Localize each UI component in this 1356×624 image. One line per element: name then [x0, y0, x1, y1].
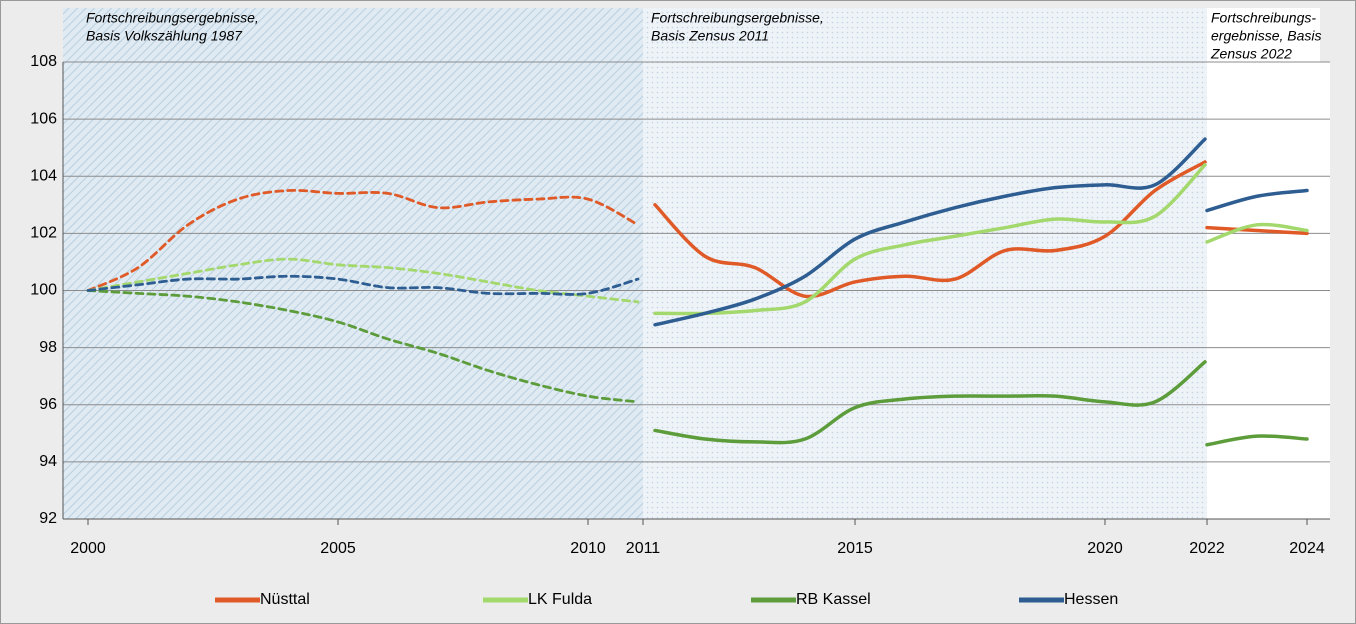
region-1987: [63, 8, 643, 519]
legend-label: RB Kassel: [796, 591, 871, 608]
region-2022-label: [1207, 8, 1320, 70]
series-line: [86, 257, 640, 304]
series-line: [653, 163, 1207, 316]
annotation: Basis Zensus 2011: [651, 28, 769, 44]
annotation: Fortschreibungsergebnisse,: [86, 10, 259, 26]
annotation: Zensus 2022: [1210, 46, 1292, 62]
series-line: [653, 360, 1207, 445]
series-line: [86, 188, 640, 292]
x-tick-label: 2024: [1289, 540, 1325, 557]
x-tick-label: 2020: [1087, 540, 1123, 557]
annotation: ergebnisse, Basis: [1211, 28, 1322, 44]
y-tick-label: 100: [30, 282, 57, 299]
x-tick-label: 2011: [626, 540, 661, 557]
series-line: [1205, 222, 1309, 244]
series-line: [653, 160, 1207, 299]
series-line: [653, 137, 1207, 327]
x-tick-label: 2005: [320, 540, 356, 557]
series-line: [1205, 225, 1309, 236]
annotation: Basis Volkszählung 1987: [86, 28, 243, 44]
x-tick-label: 2015: [837, 540, 873, 557]
y-tick-label: 104: [30, 167, 57, 184]
annotation: Fortschreibungs-: [1211, 10, 1316, 26]
y-tick-label: 96: [39, 396, 57, 413]
y-tick-label: 94: [39, 453, 57, 470]
y-tick-label: 106: [30, 110, 57, 127]
x-tick-label: 2022: [1189, 540, 1225, 557]
annotation: Fortschreibungsergebnisse,: [651, 10, 824, 26]
legend-label: Nüsttal: [260, 591, 310, 608]
legend-label: LK Fulda: [528, 591, 592, 608]
y-tick-label: 108: [30, 53, 57, 70]
x-tick-label: 2010: [570, 540, 606, 557]
legend-label: Hessen: [1064, 591, 1118, 608]
series-line: [1205, 188, 1309, 213]
y-tick-label: 102: [30, 225, 57, 242]
series-line: [86, 289, 640, 404]
x-tick-label: 2000: [70, 540, 106, 557]
series-line: [1205, 434, 1309, 447]
y-tick-label: 98: [39, 339, 57, 356]
series-line: [86, 274, 640, 296]
y-tick-label: 92: [39, 510, 57, 527]
